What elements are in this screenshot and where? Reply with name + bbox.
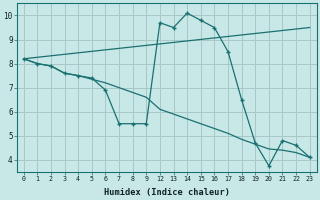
X-axis label: Humidex (Indice chaleur): Humidex (Indice chaleur) [104, 188, 230, 197]
